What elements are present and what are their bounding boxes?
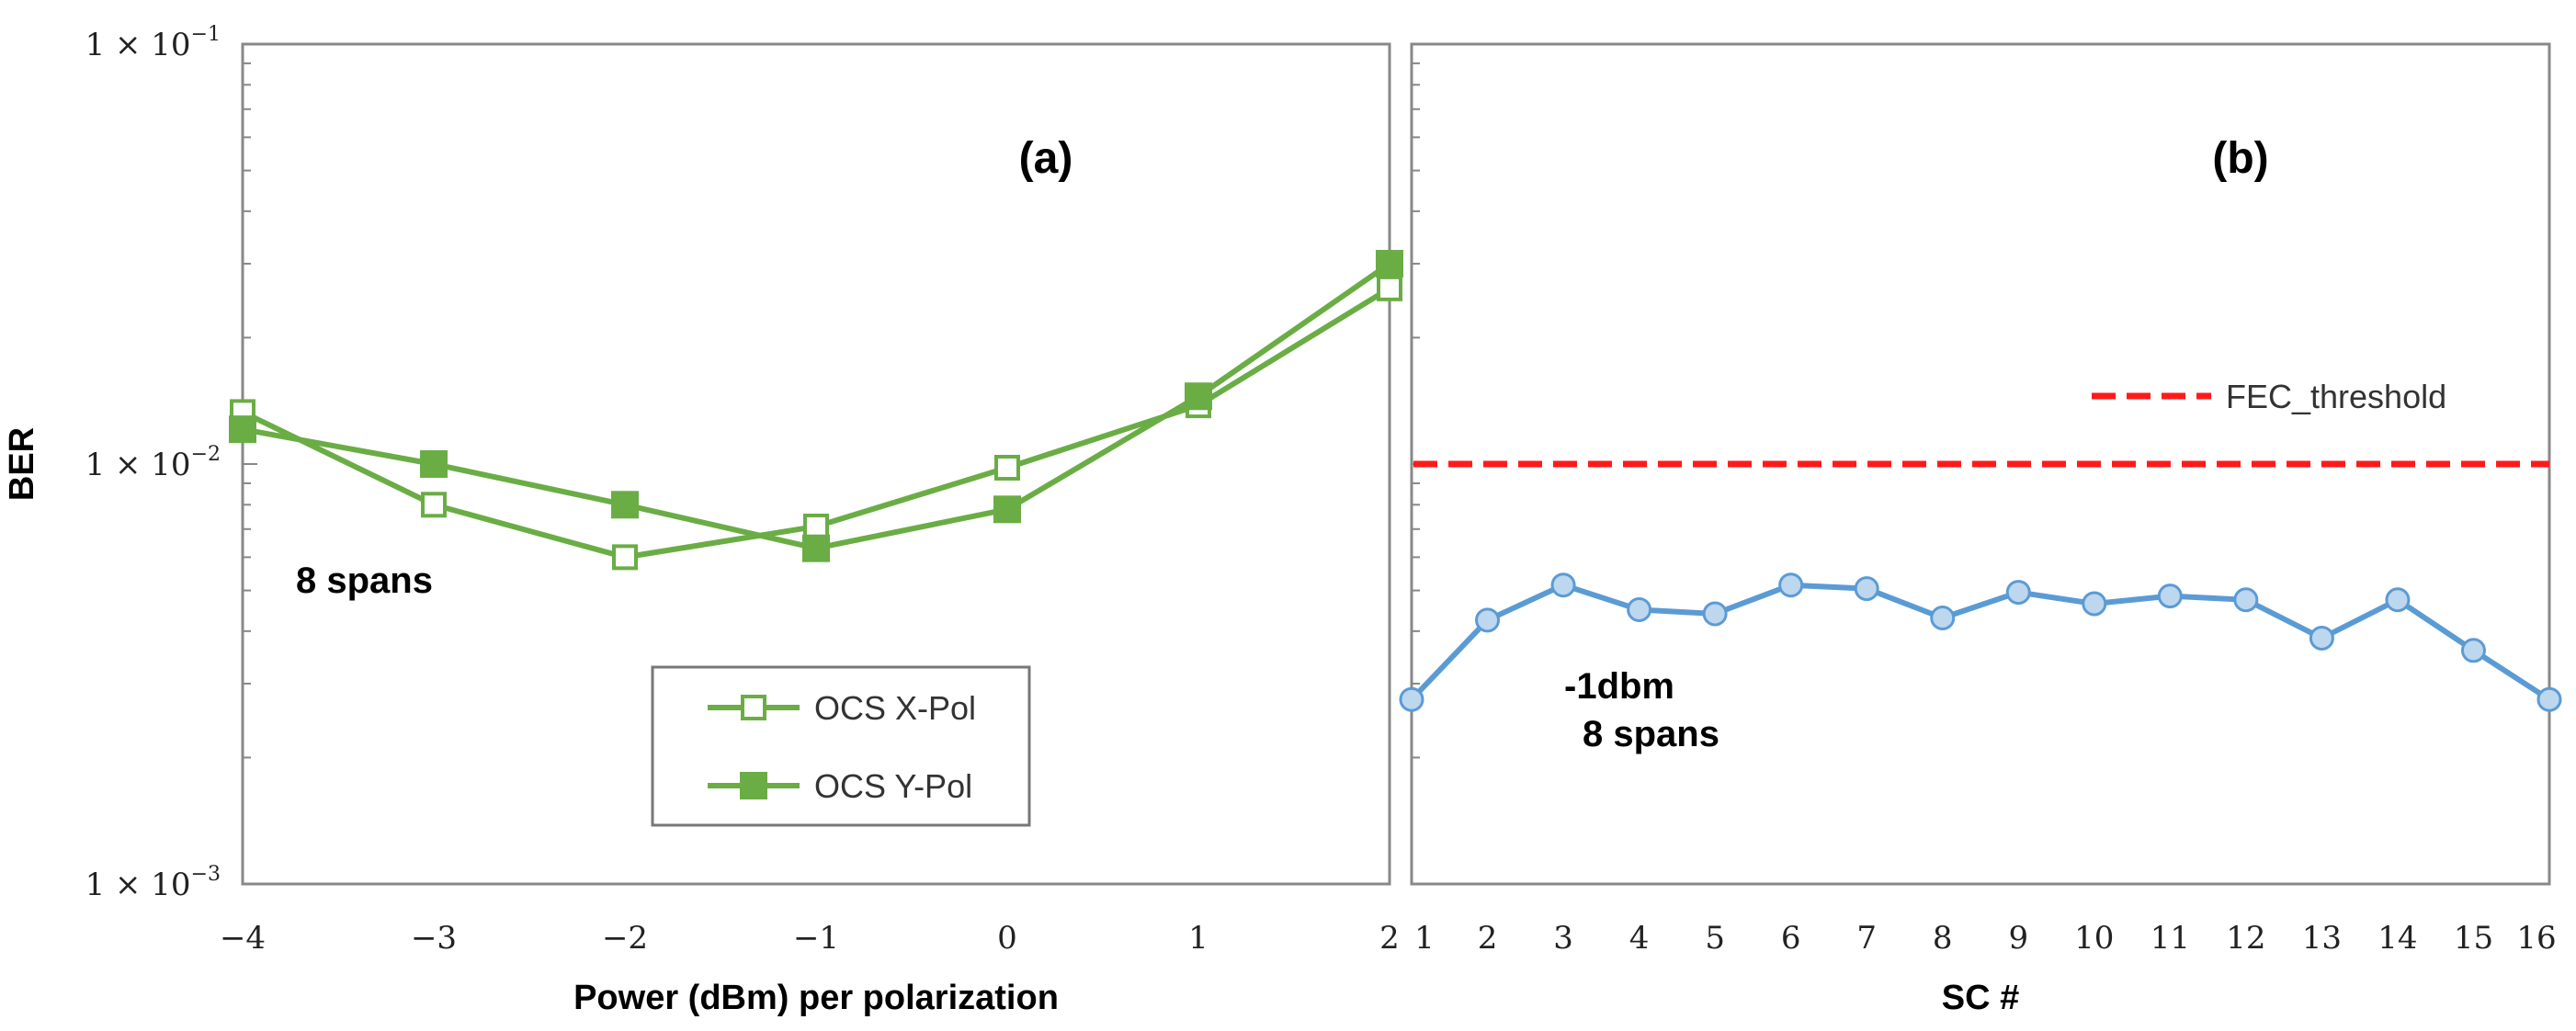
y-pol-marker [229, 415, 256, 444]
x-tick-label-b: 4 [1629, 920, 1650, 957]
x-tick-labels-a: −4 −3 −2 −1 0 1 2 [220, 920, 1400, 957]
x-tick-label-b: 14 [2377, 920, 2417, 957]
series-layer-a [229, 249, 1403, 571]
y-tick-exponent: −1 [191, 23, 221, 46]
y-tick-marks-b [1412, 43, 1426, 885]
x-tick-label-b: 5 [1705, 920, 1725, 957]
sc-ber-point [1702, 601, 1728, 627]
x-tick-label-b: 7 [1856, 920, 1877, 957]
legend-fec-label: FEC_threshold [2226, 378, 2446, 415]
x-tick-label-b: 1 [1414, 920, 1435, 957]
y-tick-labels: 1 × 10−11 × 10−21 × 10−3 [85, 23, 221, 903]
sc-ber-point [1475, 607, 1501, 633]
x-tick-label-a: 0 [997, 920, 1017, 957]
sc-ber-point [2536, 686, 2562, 712]
y-pol-marker [802, 534, 830, 562]
y-tick-exponent: −2 [191, 443, 221, 466]
x-tick-label-b: 3 [1553, 920, 1573, 957]
y-tick-base: 1 × 10 [85, 27, 191, 63]
y-tick-marks [243, 43, 257, 885]
x-tick-label-a: −3 [411, 920, 457, 957]
x-pol-marker [1377, 275, 1402, 301]
x-tick-label-b: 12 [2226, 920, 2265, 957]
legend-y-pol-marker [740, 772, 767, 799]
y-tick-label: 1 × 10−3 [85, 863, 221, 903]
x-tick-label-b: 8 [1933, 920, 1953, 957]
y-pol-marker [420, 450, 448, 478]
x-pol-marker [803, 513, 829, 539]
x-tick-label-a: 2 [1379, 920, 1400, 957]
x-tick-label-b: 16 [2516, 920, 2556, 957]
x-pol-marker [421, 492, 447, 518]
legend-a-box [651, 665, 1031, 827]
y-tick-label: 1 × 10−1 [85, 23, 221, 63]
y-tick-base: 1 × 10 [85, 867, 191, 903]
y-pol-marker [993, 495, 1021, 524]
annotation-spans-a: 8 spans [296, 561, 433, 601]
legend-b: FEC_threshold [2092, 378, 2446, 415]
y-tick-exponent: −3 [191, 863, 221, 886]
x-tick-label-b: 13 [2302, 920, 2342, 957]
series-layer-b [1399, 460, 2562, 712]
x-tick-label-a: −1 [793, 920, 839, 957]
y-pol-marker [1376, 249, 1403, 278]
sc-ber-point [2157, 583, 2183, 609]
y-axis-title: BER [3, 427, 41, 501]
legend-x-pol-label: OCS X-Pol [814, 689, 976, 727]
x-tick-label-a: −2 [602, 920, 648, 957]
sc-ber-line [1409, 582, 2551, 702]
y-pol-line [242, 261, 1391, 551]
legend-a: OCS X-Pol OCS Y-Pol [651, 665, 1031, 827]
x-axis-title-a: Power (dBm) per polarization [573, 979, 1059, 1017]
annotation-power-b: -1dbm [1564, 666, 1674, 707]
x-tick-label-a: 1 [1188, 920, 1209, 957]
y-tick-label: 1 × 10−2 [85, 443, 221, 483]
sc-ber-point [1627, 596, 1652, 622]
sc-ber-point [2460, 638, 2486, 663]
sc-ber-point [2233, 587, 2259, 613]
x-tick-label-b: 2 [1478, 920, 1498, 957]
x-tick-label-b: 15 [2454, 920, 2493, 957]
sc-ber-point [1854, 576, 1879, 602]
sc-ber-point [1930, 606, 1956, 631]
x-tick-label-a: −4 [220, 920, 266, 957]
x-tick-label-b: 10 [2074, 920, 2114, 957]
annotation-spans-b: 8 spans [1583, 714, 1719, 754]
sc-ber-point [2082, 591, 2107, 617]
panel-label-a: (a) [1019, 134, 1073, 183]
x-pol-marker [994, 455, 1020, 482]
legend-x-pol-marker [741, 695, 766, 720]
sc-ber-point [2385, 587, 2411, 613]
y-pol-marker [611, 491, 639, 519]
legend-y-pol-label: OCS Y-Pol [814, 767, 972, 805]
x-pol-marker [612, 544, 638, 571]
sc-ber-point [1778, 572, 1804, 598]
sc-ber-point [2005, 580, 2031, 606]
sc-ber-point [2309, 625, 2334, 651]
panel-label-b: (b) [2212, 134, 2268, 183]
x-axis-title-b: SC # [1942, 979, 2019, 1017]
x-tick-label-b: 11 [2150, 920, 2190, 957]
x-tick-label-b: 6 [1781, 920, 1801, 957]
y-pol-marker [1185, 382, 1212, 411]
x-tick-label-b: 9 [2008, 920, 2028, 957]
sc-ber-point [1399, 686, 1424, 712]
sc-ber-point [1550, 572, 1576, 598]
y-tick-base: 1 × 10 [85, 447, 191, 483]
x-tick-labels-b: 1 2 3 4 5 6 7 8 9 10 11 12 13 14 15 16 [1414, 920, 2556, 957]
